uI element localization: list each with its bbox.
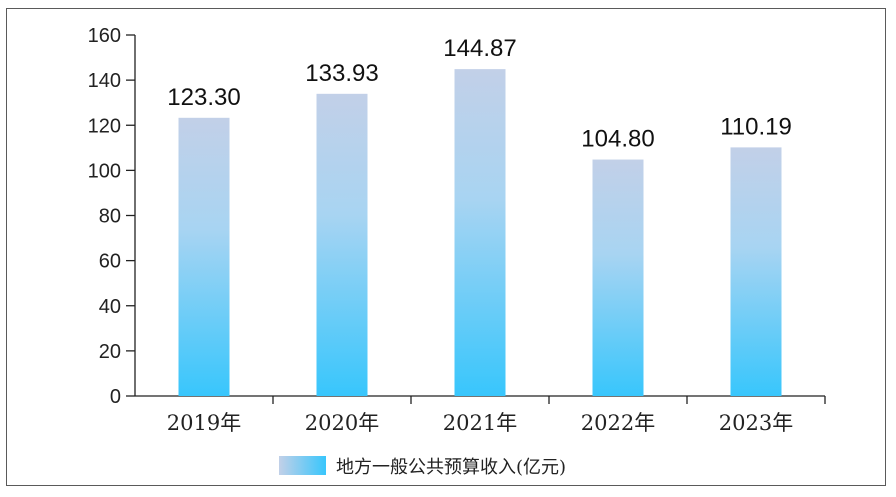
bar — [316, 93, 368, 396]
legend-label: 地方一般公共预算收入(亿元) — [336, 457, 566, 478]
y-tick-label: 120 — [88, 115, 121, 137]
data-label: 123.30 — [167, 84, 240, 111]
y-tick-label: 20 — [99, 341, 121, 363]
data-label: 110.19 — [720, 113, 792, 140]
y-tick-label: 160 — [88, 25, 121, 47]
bars — [178, 69, 782, 397]
legend: 地方一般公共预算收入(亿元) — [279, 456, 566, 478]
y-tick-label: 0 — [110, 386, 121, 408]
y-tick-label: 40 — [99, 296, 121, 318]
data-label: 144.87 — [443, 35, 516, 62]
bar — [454, 69, 506, 397]
bar — [730, 147, 782, 396]
y-tick-label: 60 — [99, 251, 121, 273]
data-label: 133.93 — [305, 60, 378, 87]
y-tick-label: 80 — [99, 206, 121, 228]
y-tick-label: 140 — [88, 70, 121, 92]
x-tick-label: 2020年 — [305, 411, 379, 435]
y-tick-label: 100 — [88, 160, 121, 182]
data-label: 104.80 — [581, 126, 654, 153]
x-axis: 2019年 2020年 2021年 2022年 2023年 — [135, 395, 826, 435]
bar — [592, 159, 644, 396]
x-tick-label: 2022年 — [581, 411, 655, 435]
x-tick-label: 2021年 — [443, 411, 517, 435]
x-tick-label: 2019年 — [167, 411, 241, 435]
legend-swatch — [279, 456, 326, 475]
data-labels: 123.30 133.93 144.87 104.80 110.19 — [167, 35, 792, 152]
x-tick-label: 2023年 — [719, 411, 793, 435]
bar — [178, 117, 230, 396]
y-axis: 0 20 40 60 80 100 120 140 160 — [88, 25, 136, 408]
